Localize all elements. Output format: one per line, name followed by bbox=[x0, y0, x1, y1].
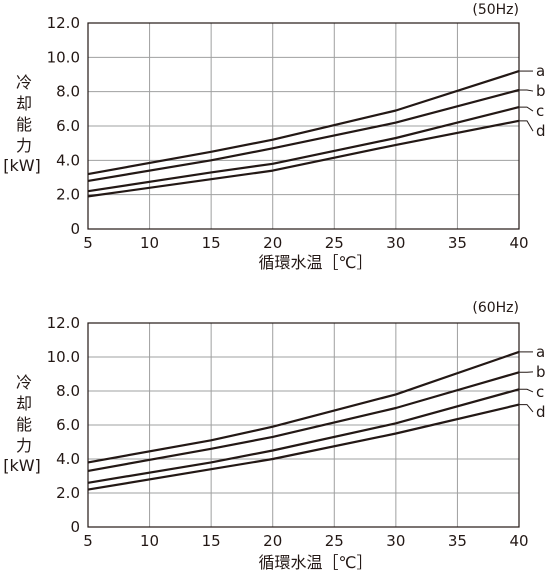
y-tick-label: 10.0 bbox=[47, 348, 80, 366]
series-line-d bbox=[87, 119, 520, 198]
x-tick-label: 25 bbox=[325, 532, 344, 550]
series-leader-b bbox=[519, 89, 534, 92]
series-label-d: d bbox=[536, 403, 546, 421]
x-axis-label: 循環水温［℃］ bbox=[259, 253, 373, 272]
x-tick-label: 20 bbox=[263, 234, 282, 252]
plot-frame bbox=[87, 22, 520, 230]
x-tick-label: 5 bbox=[83, 532, 93, 550]
x-tick-label: 35 bbox=[448, 532, 467, 550]
x-tick-label: 40 bbox=[509, 532, 528, 550]
series-line-d bbox=[87, 403, 520, 491]
y-tick-label: 6.0 bbox=[56, 416, 80, 434]
y-axis-unit: [kW] bbox=[3, 156, 41, 175]
series-line-b bbox=[87, 88, 520, 182]
series-leader-c bbox=[519, 106, 534, 112]
x-tick-label: 10 bbox=[140, 234, 159, 252]
series-label-d: d bbox=[536, 122, 546, 140]
y-axis-label: 冷却能力 bbox=[16, 373, 32, 455]
series-label-c: c bbox=[536, 102, 544, 120]
x-tick-label: 35 bbox=[448, 234, 467, 252]
y-tick-label: 12.0 bbox=[47, 314, 80, 332]
x-tick-label: 30 bbox=[386, 234, 405, 252]
x-axis-label: 循環水温［℃］ bbox=[259, 553, 373, 572]
x-tick-label: 15 bbox=[202, 234, 221, 252]
series-label-a: a bbox=[536, 62, 545, 80]
x-tick-label: 25 bbox=[325, 234, 344, 252]
chart-1: 5 10 15 20 25 30 35 40 0 2.0 4.0 6.0 8.0 10.0 12.0 (60H… bbox=[3, 300, 545, 572]
series-leader-d bbox=[519, 120, 534, 132]
series-line-c bbox=[87, 388, 520, 484]
y-axis-label: 冷却能力 bbox=[16, 73, 32, 155]
y-tick-label: 4.0 bbox=[56, 450, 80, 468]
series-label-c: c bbox=[536, 383, 544, 401]
series-label-a: a bbox=[536, 343, 545, 361]
series-line-b bbox=[87, 371, 520, 472]
frequency-label: (50Hz) bbox=[472, 2, 519, 18]
y-tick-label: 10.0 bbox=[47, 48, 80, 66]
chart-0: 5 10 15 20 25 30 35 40 0 2.0 4.0 6.0 8.0 10.0 12.0 (50H… bbox=[3, 2, 545, 272]
y-tick-label: 0 bbox=[70, 220, 80, 238]
series-leader-d bbox=[519, 404, 534, 413]
plot-frame bbox=[87, 322, 520, 528]
frequency-label: (60Hz) bbox=[472, 300, 519, 316]
y-tick-label: 0 bbox=[70, 518, 80, 536]
series-line-c bbox=[87, 106, 520, 193]
x-tick-label: 10 bbox=[140, 532, 159, 550]
series-leader-c bbox=[519, 388, 534, 393]
x-tick-label: 20 bbox=[263, 532, 282, 550]
y-tick-label: 2.0 bbox=[56, 186, 80, 204]
series-line-a bbox=[87, 350, 520, 464]
y-tick-label: 2.0 bbox=[56, 484, 80, 502]
y-tick-label: 8.0 bbox=[56, 382, 80, 400]
x-tick-label: 30 bbox=[386, 532, 405, 550]
y-axis-unit: [kW] bbox=[3, 456, 41, 475]
series-label-b: b bbox=[536, 82, 546, 100]
x-tick-label: 40 bbox=[509, 234, 528, 252]
x-tick-label: 5 bbox=[83, 234, 93, 252]
series-label-b: b bbox=[536, 363, 546, 381]
x-tick-label: 15 bbox=[202, 532, 221, 550]
series-line-a bbox=[87, 70, 520, 176]
y-tick-label: 12.0 bbox=[47, 14, 80, 32]
y-tick-label: 6.0 bbox=[56, 117, 80, 135]
y-tick-label: 4.0 bbox=[56, 151, 80, 169]
y-tick-label: 8.0 bbox=[56, 83, 80, 101]
